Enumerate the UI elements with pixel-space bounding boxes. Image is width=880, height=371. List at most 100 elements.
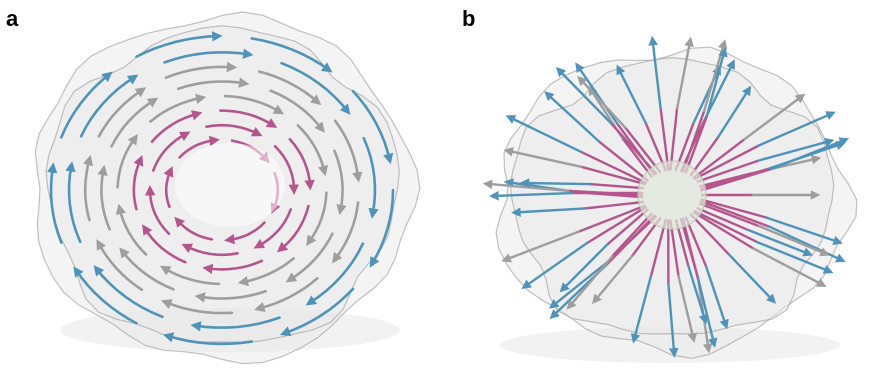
flow-arrow-outer [555,67,613,125]
flow-arrow [205,123,263,137]
flow-arrow [65,161,82,244]
flow-arrow [152,131,191,172]
flow-arrow [149,93,207,123]
flow-arrow-inner [588,182,645,190]
flow-arrow [145,185,171,236]
flow-arrow [224,221,266,245]
flow-arrow [115,203,148,256]
flow-arrow-outer [505,115,582,153]
flow-arrow [369,188,395,268]
flow-arrow [162,332,253,346]
flow-arrow-outer [746,228,813,257]
flow-arrow-inner [696,207,749,231]
flow-arrow [254,277,319,313]
flow-arrow-inner [700,167,773,192]
flow-arrow [280,61,351,115]
flow-arrow [181,243,239,257]
flow-arrow-outer [757,224,830,257]
flow-arrow-outer [519,178,591,188]
flow-arrow [97,164,111,231]
flow-arrow [333,119,363,183]
flow-arrow-outer [677,274,697,343]
flow-arrow [79,74,139,138]
flow-arrow [119,247,175,291]
flow-arrow [73,266,138,325]
flow-arrow-inner [659,107,670,171]
flow-arrow-outer [489,190,574,201]
flow-arrow-outer [575,62,619,125]
flow-arrow [132,155,144,211]
central-pore [175,143,285,227]
flow-arrow [83,154,94,222]
flow-arrow-inner [684,114,709,174]
panel-b: b [440,0,880,371]
flow-arrow [135,31,223,58]
panel-a: a [6,6,421,365]
flow-arrow-outer [696,276,718,348]
flow-arrow-outer [727,253,777,304]
flow-arrow-inner [610,122,658,175]
flow-arrow [164,61,238,79]
flow-arrow-inner [692,138,746,179]
flow-arrow-outer [501,230,580,263]
flow-arrow [219,109,278,128]
circulating-flow-figure [34,11,421,365]
flow-arrow-inner [585,206,647,245]
flow-arrow-outer [511,207,587,217]
flow-arrow [159,265,221,286]
flow-arrow [332,201,360,264]
flow-arrow [60,71,113,139]
flow-arrow-outer [768,225,846,263]
flow-arrow-outer [705,47,728,118]
flow-arrow [178,135,220,159]
flow-arrow-inner [605,214,656,266]
flow-arrow [47,162,63,244]
flow-arrow-outer [716,85,752,139]
flow-arrow-outer [769,137,850,171]
flow-arrow-outer [648,35,662,110]
flow-arrow-outer [630,274,653,344]
flow-arrow-outer [743,93,806,141]
flow-arrow-inner [605,208,649,246]
flow-arrow-inner [583,200,645,210]
flow-arrow [223,94,285,115]
flow-arrow-inner [696,159,760,183]
flow-arrow-outer [521,241,589,290]
flow-arrow-inner [577,204,646,233]
flow-arrow [96,239,144,292]
flow-arrow [333,149,347,216]
flow-arrow [273,144,299,195]
flow-arrow-inner [611,212,653,258]
flow-arrow [194,289,267,303]
flow-arrow-inner [679,218,700,279]
flow-arrow [276,204,310,253]
flow-arrow-outer [566,254,614,310]
flow-arrow-outer [616,64,647,125]
flow-arrow-outer [757,137,835,162]
flow-arrow-inner [681,109,706,173]
flow-arrow [163,48,254,64]
flow-arrow [177,77,250,91]
flow-arrow [288,138,315,191]
flow-arrow-outer [675,36,694,110]
flow-arrow-outer [687,264,709,325]
flow-arrow [258,70,322,106]
flow-arrow [306,191,328,247]
flow-arrow [150,110,203,143]
flow-arrow-inner [689,136,720,177]
flow-arrow-outer [705,265,729,330]
flow-arrow-outer [752,247,827,287]
flow-arrow-inner [700,198,768,219]
flow-arrow [362,136,379,219]
flow-arrow [305,242,365,306]
flow-arrow [161,299,234,315]
flow-arrow-inner [621,136,653,178]
flow-arrow-inner [669,107,679,171]
flow-arrow [142,224,187,264]
flow-arrow [97,87,147,138]
central-sphere [637,160,707,230]
flow-arrow-outer [549,259,611,309]
flow-arrow [250,37,333,73]
flow-arrow [93,265,164,319]
flow-arrow [269,89,325,133]
